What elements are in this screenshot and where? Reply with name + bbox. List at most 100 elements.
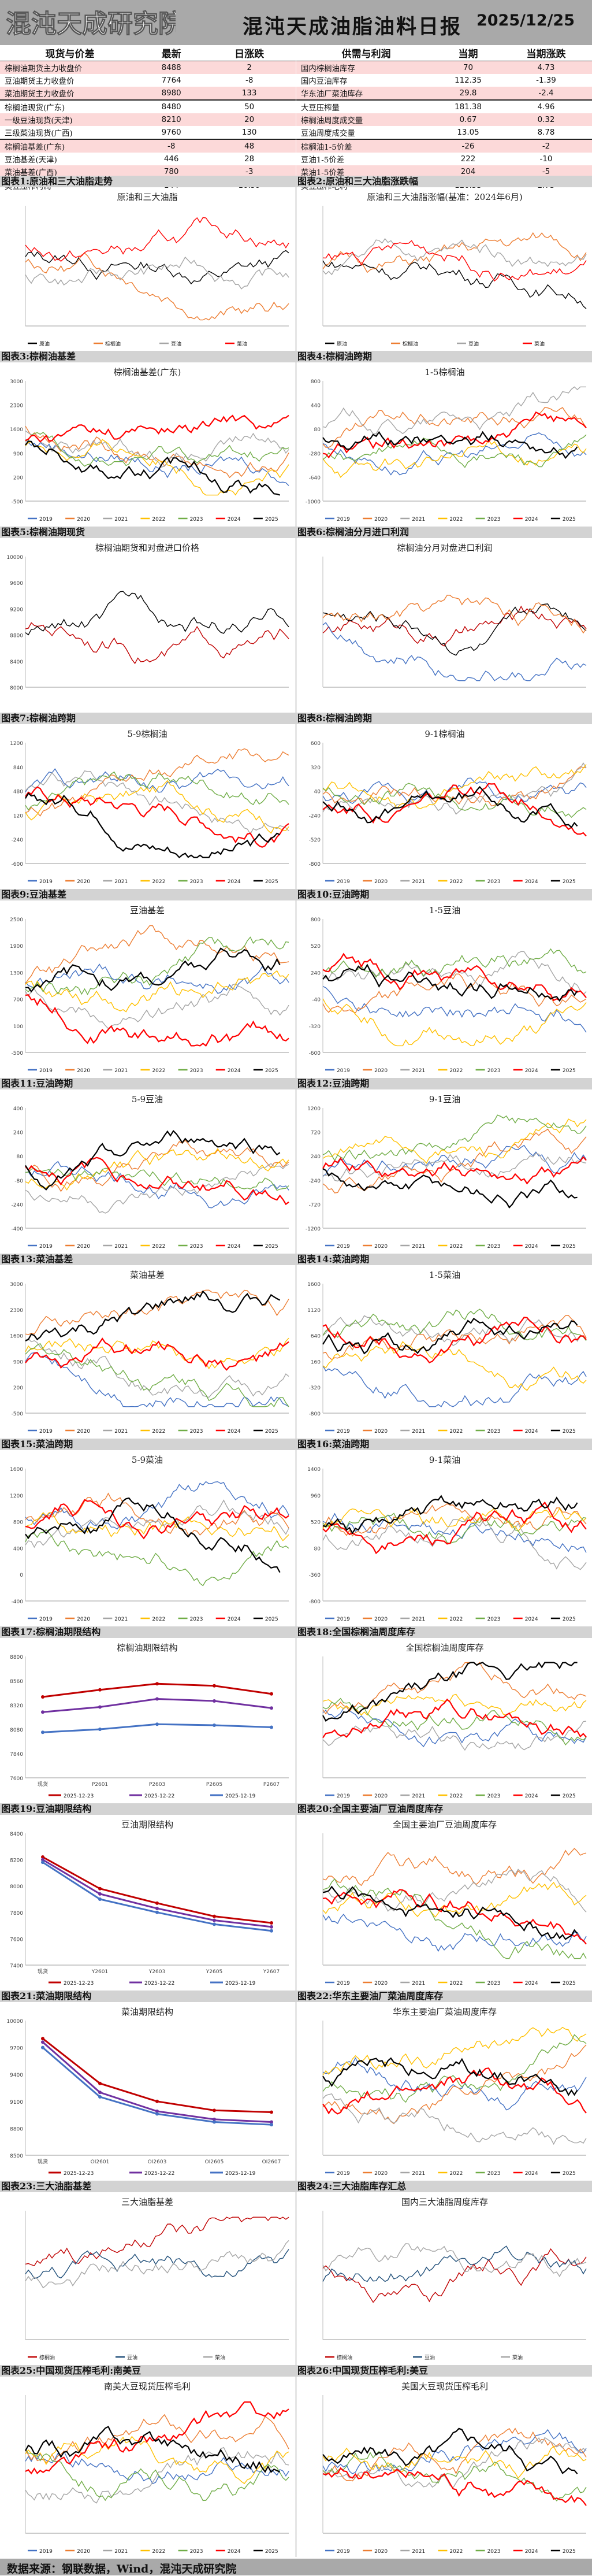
series-line [322,1889,587,1945]
legend-label: 2019 [39,1429,53,1435]
series-line [25,2217,289,2267]
legend-label: 2025 [563,2171,576,2177]
series-line [322,605,587,647]
series-line [25,947,281,993]
y-tick-label: 8800 [10,633,23,639]
legend-label: 2023 [487,2171,501,2177]
chart-title: 棕榈油基差(广东) [114,367,181,377]
figure-caption: 图表10:豆油跨期 [297,889,369,900]
data-point [270,1921,273,1925]
legend-label: 2025 [265,1429,278,1435]
legend-label: 2023 [487,879,501,885]
series-line [25,2448,289,2501]
data-point [270,1692,273,1696]
data-point [98,2081,102,2085]
legend-label: 2021 [412,1429,425,1435]
y-tick-label: 3000 [10,1282,23,1288]
data-point [41,2045,44,2049]
y-tick-label: 40 [314,790,321,795]
y-tick-label: 480 [13,790,23,795]
figure-caption: 图表11:豆油跨期 [1,1078,73,1089]
y-tick-label: -800 [309,1599,321,1605]
y-tick-label: -320 [309,1024,321,1030]
legend-label: 2025 [563,879,576,885]
y-tick-label: 10000 [6,2019,23,2025]
y-tick-label: 2300 [10,403,23,409]
row-value: 13.05 [436,126,500,140]
series-line [322,1315,587,1347]
y-tick-label: -800 [309,1411,321,1417]
legend-label: 2023 [487,1429,501,1435]
series-line [322,1156,587,1185]
figure-number: 图表23: [1,2181,36,2192]
row-change: 28 [203,153,296,165]
legend-label: 2021 [412,1981,425,1986]
y-tick-label: -400 [12,1226,24,1232]
series-line [322,2248,587,2303]
legend-label: 2022 [152,1617,165,1622]
chart-title: 华东主要油厂菜油周度库存 [393,2007,497,2017]
legend-label: 菜油 [215,2354,225,2361]
series-line [25,439,289,496]
series-line [25,1337,289,1370]
y-tick-label: 640 [311,1334,321,1340]
figure-number: 图表19: [1,1803,36,1814]
legend-label: 2022 [152,879,165,885]
legend-label: 2020 [374,1617,388,1622]
chart-panel: 5-9菜油 -400 0 400 800 1200 1600 2019 2020 2021 2022… [0,1450,295,1626]
chart-panel: 1-5棕榈油 -1000 -640 -280 80 440 800 2019 2020 2021 2… [297,362,592,527]
y-tick-label: 7800 [10,1911,23,1917]
figure-number: 图表13: [1,1254,36,1265]
legend-label: 棕榈油 [337,2354,352,2361]
legend-label: 2022 [449,1617,463,1622]
spot-row: 三级菜油现货(广西) 9760 130 [0,126,296,140]
legend-label: 2021 [412,2171,425,2177]
legend-label: 2020 [77,879,90,885]
legend-label: 2023 [190,1068,203,1074]
row-change: -1.39 [500,74,592,87]
data-point [270,1725,273,1729]
series-line [25,1130,281,1191]
series-line [25,432,289,467]
chart-title: 美国大豆现货压榨毛利 [401,2381,488,2392]
series-line [322,985,587,1033]
series-line [42,1682,272,1698]
row-value: 222 [436,153,500,165]
y-tick-label: 100 [13,1024,23,1030]
legend-label: 2023 [487,1981,501,1986]
data-point [213,2120,216,2124]
figure-title-bar: 图表13:菜油基差 图表14:菜油跨期 [0,1254,592,1265]
series-line [322,1315,587,1361]
y-tick-label: 1600 [10,1467,23,1473]
figure-caption: 图表4:棕榈油跨期 [297,351,372,362]
legend-label: 2022 [152,1068,165,1074]
y-tick-label: 8800 [10,1655,23,1660]
series-line [322,951,587,995]
y-tick-label: 1600 [307,1282,321,1288]
x-tick-label: Y2601 [91,1969,108,1975]
row-value: 446 [140,153,203,165]
col-header: 供需与利润 [296,45,436,61]
y-tick-label: 120 [13,813,23,819]
series-line [322,622,587,681]
y-tick-label: -320 [309,1385,321,1391]
figure-caption: 图表7:棕榈油跨期 [1,713,76,724]
y-tick-label: 8800 [10,2126,23,2132]
data-point [41,1695,44,1699]
figure-caption: 图表13:菜油基差 [1,1254,73,1265]
series-line [322,952,587,1002]
chart-panel: 9-1棕榈油 -800 -520 -240 40 320 600 2019 2020 2021 20… [297,724,592,889]
y-tick-label: 3000 [10,379,23,385]
series-line [25,250,289,285]
chart-panel: 棕榈油基差(广东) -500 200 900 1600 2300 3000 2019 2020 2… [0,362,295,527]
series-line [25,414,289,443]
series-line [322,1848,587,1886]
chart-title: 1-5豆油 [429,905,460,916]
figure-title: 棕榈油期现货 [29,527,85,538]
legend-label: 2023 [190,879,203,885]
chart-title: 棕榈油分月对盘进口利润 [397,543,492,553]
figure-caption: 图表23:三大油脂基差 [1,2181,91,2192]
series-line [322,2067,587,2115]
chart-panel: 豆油基差 -500 100 700 1300 1900 2500 2019 2020 2021 20… [0,900,295,1078]
